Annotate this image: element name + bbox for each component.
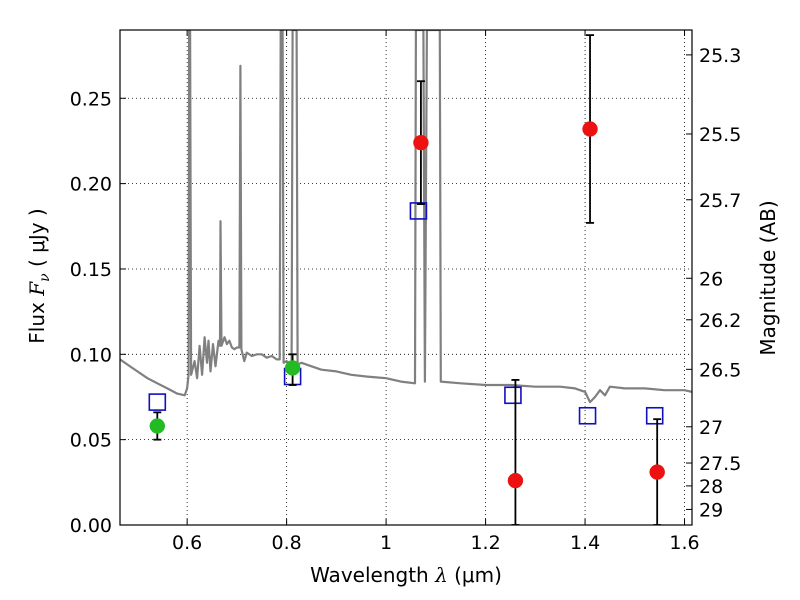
x-axis-label: Wavelength λ (μm) [310, 563, 502, 587]
y2-axis-label: Magnitude (AB) [756, 200, 780, 355]
y2-tick-label: 27 [699, 417, 723, 439]
spectrum-line [120, 30, 692, 404]
axes-frame [119, 29, 693, 526]
x-tick-label: 0.8 [272, 532, 302, 554]
y2-tick-label: 29 [699, 499, 723, 521]
y2-tick-label: 28 [699, 476, 723, 498]
plot-area [120, 30, 692, 525]
observed-flux-point [284, 360, 301, 376]
model-square-point [148, 393, 167, 411]
y2-tick-label: 25.5 [699, 124, 741, 146]
y-tick-label: 0.10 [70, 344, 112, 366]
y-axis-label: Flux Fν ( μJy ) [25, 208, 53, 343]
model-square-point [645, 406, 664, 425]
y2-tick-label: 27.5 [699, 453, 741, 475]
observed-flux-point [507, 472, 524, 489]
x-tick-label: 1 [380, 532, 392, 554]
ticks: 0.6 0.8 1 1.2 1.4 1.6 0.00 0.05 0.10 0.15 0.20 0.25… [70, 30, 741, 554]
y-tick-label: 0.05 [70, 430, 112, 452]
model-square-point [409, 202, 428, 220]
observed-flux-point [413, 134, 429, 151]
x-tick-label: 1.4 [570, 532, 600, 554]
y2-tick-label: 26 [699, 268, 723, 290]
y2-tick-label: 25.3 [699, 45, 741, 67]
x-tick-label: 1.2 [470, 532, 500, 554]
observed-flux-point [149, 418, 166, 434]
x-tick-label: 0.6 [172, 532, 202, 554]
grid [120, 30, 692, 526]
observed-flux-point [582, 121, 598, 137]
y-tick-label: 0.00 [70, 515, 112, 537]
model-square-point [504, 386, 522, 405]
y-tick-label: 0.25 [70, 88, 112, 110]
y2-tick-label: 26.5 [699, 359, 741, 381]
observed-flux-point [649, 464, 665, 480]
model-square-point [578, 406, 597, 425]
y-tick-label: 0.15 [70, 259, 112, 281]
y2-tick-label: 26.2 [699, 310, 741, 332]
x-tick-label: 1.6 [669, 532, 699, 554]
y2-tick-label: 25.7 [699, 190, 741, 212]
y-tick-label: 0.20 [70, 174, 112, 196]
